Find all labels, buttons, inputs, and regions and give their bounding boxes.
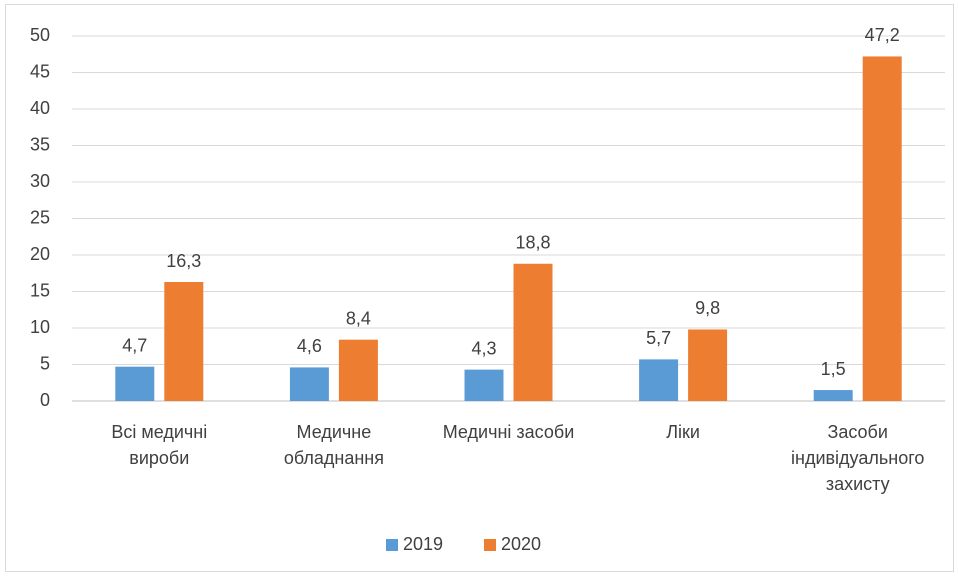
bar <box>862 56 902 401</box>
y-tick-label: 15 <box>30 280 50 300</box>
bar <box>338 339 378 401</box>
legend-label: 2020 <box>501 534 541 554</box>
legend-label: 2019 <box>403 534 443 554</box>
chart-frame <box>5 4 954 572</box>
bar <box>688 329 728 401</box>
y-tick-label: 0 <box>40 390 50 410</box>
data-label: 4,7 <box>122 335 147 355</box>
data-label: 9,8 <box>695 298 720 318</box>
data-label: 8,4 <box>346 308 371 328</box>
data-label: 4,3 <box>471 338 496 358</box>
y-tick-label: 10 <box>30 317 50 337</box>
legend-swatch <box>386 539 398 551</box>
x-tick-label: Медичні засоби <box>443 422 575 442</box>
data-label: 47,2 <box>865 25 900 45</box>
y-tick-label: 40 <box>30 98 50 118</box>
bar <box>639 359 679 401</box>
bar <box>289 367 329 401</box>
x-tick-label: Всі медичні вироби <box>111 422 207 468</box>
y-tick-label: 5 <box>40 353 50 373</box>
bar <box>164 282 204 401</box>
data-label: 16,3 <box>166 251 201 271</box>
y-tick-label: 35 <box>30 134 50 154</box>
legend-swatch <box>484 539 496 551</box>
y-tick-label: 50 <box>30 25 50 45</box>
y-tick-label: 20 <box>30 244 50 264</box>
x-tick-label: Засоби індивідуального захисту <box>791 422 924 494</box>
x-tick-label: Ліки <box>666 422 700 442</box>
data-label: 4,6 <box>297 336 322 356</box>
data-label: 18,8 <box>515 233 550 253</box>
y-tick-label: 45 <box>30 61 50 81</box>
bar <box>813 390 853 401</box>
bar <box>513 263 553 401</box>
y-tick-label: 30 <box>30 171 50 191</box>
data-label: 1,5 <box>821 359 846 379</box>
y-tick-label: 25 <box>30 207 50 227</box>
x-tick-label: Медичне обладнання <box>284 422 384 468</box>
bar <box>464 369 504 401</box>
data-label: 5,7 <box>646 328 671 348</box>
bar <box>115 366 155 401</box>
